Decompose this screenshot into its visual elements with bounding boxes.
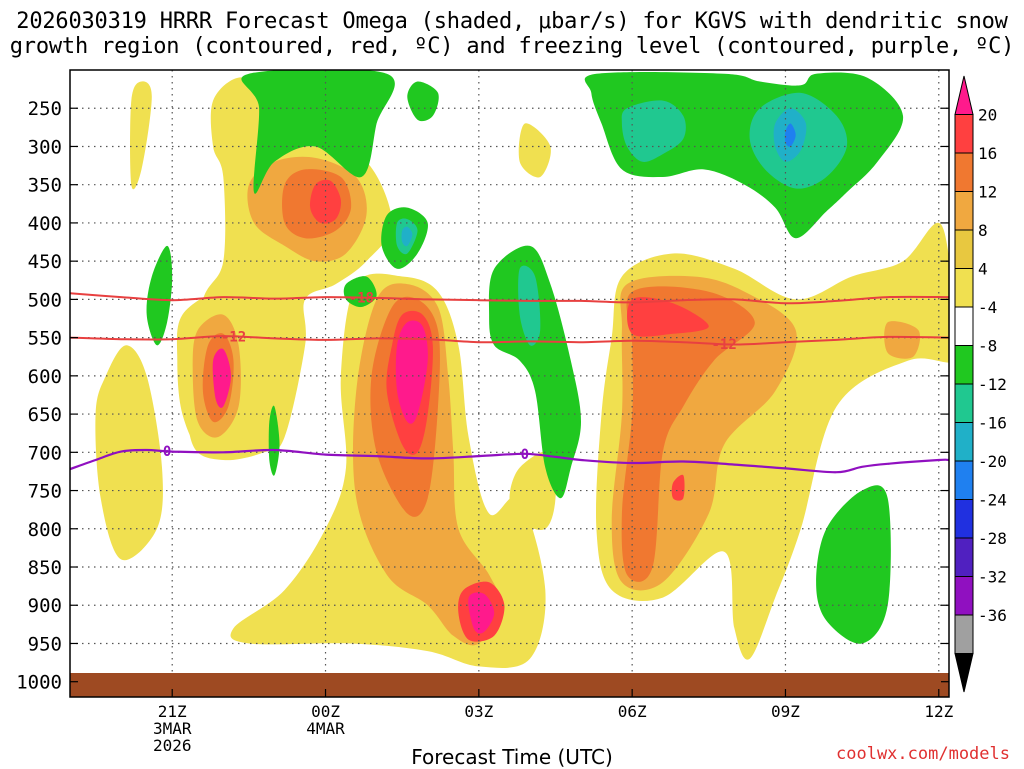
contour-label-zero-1: 0 [521,447,529,463]
colorbar-swatch [954,614,974,654]
y-tick-label: 600 [28,366,62,388]
dendritic-contour-minus18 [70,292,949,305]
omega-shading [95,70,949,668]
colorbar-label: -8 [978,337,997,356]
y-tick-label: 250 [28,98,62,120]
omega-region-16 [310,179,342,224]
x-tick-label: 00Z [311,702,340,721]
colorbar-bottom-arrow [954,653,974,693]
colorbar-label: -4 [978,298,997,317]
omega-region-4 [130,81,152,190]
y-tick-label: 700 [28,442,62,464]
omega-region-neg4 [407,81,439,122]
freezing-level-contour [70,448,949,474]
chart-title-line1: 2026030319 HRRR Forecast Omega (shaded, … [16,9,1008,34]
x-tick-label: 09Z [771,702,800,721]
contour-label-zero-0: 0 [163,444,171,460]
colorbar-label: -20 [978,452,1007,471]
colorbar-label: 20 [978,106,997,125]
dendritic-contour-minus12 [70,335,949,346]
omega-region-neg16 [784,123,796,147]
y-axis: 250 300 350 400 450 500 550 600 650 700 750 800 850 9… [16,98,949,694]
x-tick-label: 21Z [158,702,187,721]
colorbar-swatch [954,499,974,539]
omega-region-neg4 [816,485,891,644]
omega-region-4 [518,123,551,178]
colorbar-label: 16 [978,144,997,163]
colorbar-label: 12 [978,183,997,202]
omega-region-16 [627,297,709,337]
x-tick-sublabel: 3MAR [153,719,192,738]
colorbar-label: -12 [978,375,1007,394]
x-tick-label: 12Z [924,702,953,721]
y-tick-label: 950 [28,633,62,655]
x-tick-sublabel: 4MAR [306,719,345,738]
colorbar-label: -36 [978,606,1007,625]
y-tick-label: 300 [28,136,62,158]
y-tick-label: 1000 [16,672,62,694]
omega-region-20 [395,320,428,424]
colorbar-swatch [954,345,974,385]
grid-lines [70,70,949,675]
y-tick-label: 850 [28,557,62,579]
colorbar-swatch [954,460,974,500]
x-tick-label: 03Z [464,702,493,721]
omega-region-12 [621,286,755,582]
contour-label-minus18: -18 [349,291,374,307]
x-tick-label: 06Z [618,702,647,721]
plot-frame [69,69,950,698]
temperature-contours: -18 -12 -12 0 0 [70,291,949,474]
omega-region-20 [212,348,231,408]
omega-region-neg8 [518,265,541,346]
chart-title-line2: growth region (contoured, red, ºC) and f… [9,34,1015,59]
omega-region-4 [95,345,163,561]
x-tick-sublabel: 2026 [153,736,192,755]
colorbar-swatch [954,576,974,616]
omega-region-neg4 [146,245,173,346]
colorbar-label: 8 [978,221,988,240]
y-tick-label: 750 [28,481,62,503]
colorbar-swatch [954,229,974,269]
colorbar-swatch [954,306,974,346]
colorbar-swatch [954,191,974,231]
y-tick-label: 500 [28,289,62,311]
colorbar-label: -24 [978,491,1007,510]
colorbar-label: -32 [978,568,1007,587]
colorbar-top-arrow [954,75,974,115]
colorbar: 20 16 12 8 4 -4 -8 -12 -16 -20 -24 -28 -32 -36 [954,75,1007,693]
y-tick-label: 400 [28,213,62,235]
omega-region-neg8 [621,100,686,162]
omega-region-neg4 [343,276,377,308]
contour-label-minus12-b: -12 [711,337,736,353]
y-tick-label: 900 [28,595,62,617]
colorbar-swatch [954,152,974,192]
omega-region-8 [884,321,921,359]
colorbar-label: 4 [978,260,988,279]
x-axis-title: Forecast Time (UTC) [411,745,613,769]
omega-region-16 [671,474,685,501]
colorbar-swatch [954,114,974,154]
contour-label-minus12: -12 [221,330,246,346]
ground-surface [70,673,949,697]
credit-text: coolwx.com/models [836,744,1010,764]
colorbar-swatch [954,537,974,577]
colorbar-label: -16 [978,414,1007,433]
colorbar-label: -28 [978,529,1007,548]
y-tick-label: 650 [28,404,62,426]
omega-region-20 [468,592,495,634]
omega-region-neg12 [401,226,413,247]
colorbar-swatch [954,383,974,423]
y-tick-label: 450 [28,251,62,273]
omega-region-neg4 [488,245,581,499]
omega-region-neg4 [241,70,395,194]
colorbar-swatch [954,268,974,308]
omega-region-neg4 [268,405,280,476]
y-tick-label: 350 [28,175,62,197]
y-tick-label: 550 [28,328,62,350]
y-tick-label: 800 [28,519,62,541]
colorbar-swatch [954,422,974,462]
